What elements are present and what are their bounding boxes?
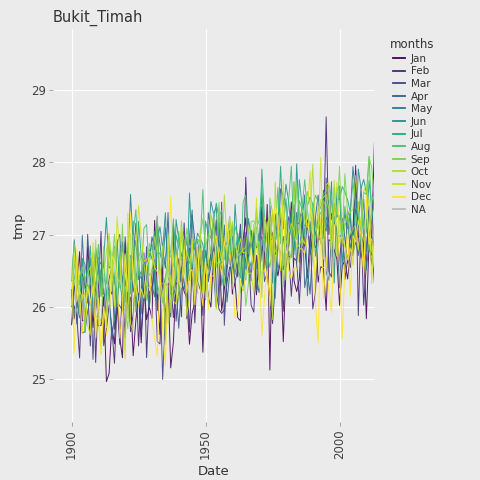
Y-axis label: tmp: tmp <box>12 212 25 239</box>
X-axis label: Date: Date <box>198 465 229 478</box>
Legend: Jan, Feb, Mar, Apr, May, Jun, Jul, Aug, Sep, Oct, Nov, Dec, NA: Jan, Feb, Mar, Apr, May, Jun, Jul, Aug, … <box>386 34 439 219</box>
Text: Bukit_Timah: Bukit_Timah <box>53 10 143 26</box>
